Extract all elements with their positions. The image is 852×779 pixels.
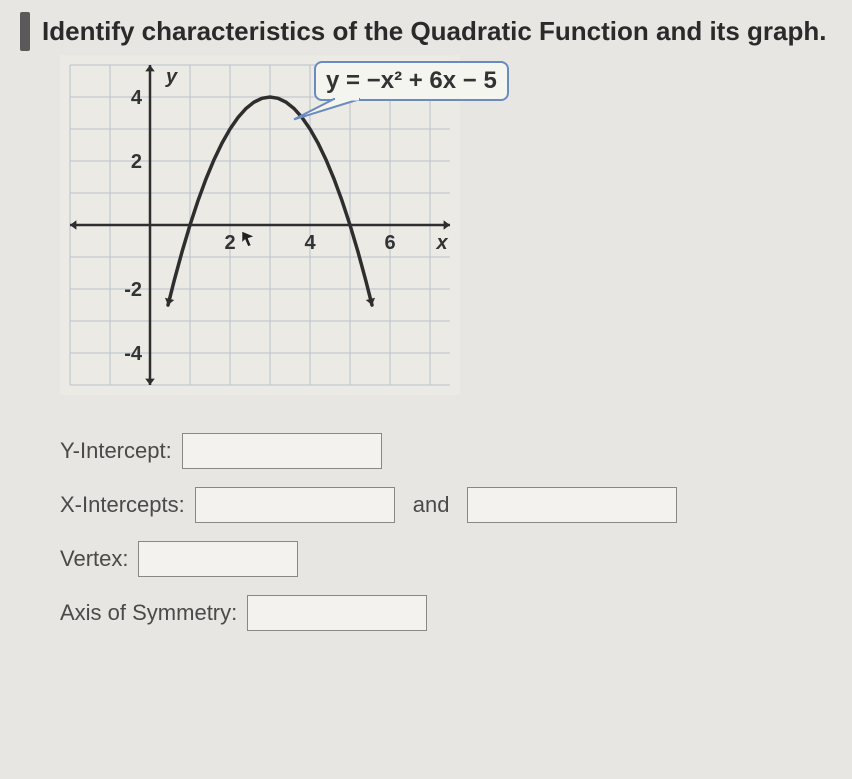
callout-tail [60,55,460,395]
x-intercept-input-2[interactable] [467,487,677,523]
page-title: Identify characteristics of the Quadrati… [42,12,826,51]
x-intercept-input-1[interactable] [195,487,395,523]
y-intercept-label: Y-Intercept: [60,438,172,464]
chart-container: 24642-2-4xy y = −x² + 6x − 5 [60,55,832,395]
vertex-label: Vertex: [60,546,128,572]
accent-bar [20,12,30,51]
answer-form: Y-Intercept: X-Intercepts: and Vertex: A… [60,433,832,631]
axis-symmetry-label: Axis of Symmetry: [60,600,237,626]
vertex-input[interactable] [138,541,298,577]
y-intercept-input[interactable] [182,433,382,469]
x-intercepts-label: X-Intercepts: [60,492,185,518]
axis-symmetry-input[interactable] [247,595,427,631]
and-label: and [413,492,450,518]
